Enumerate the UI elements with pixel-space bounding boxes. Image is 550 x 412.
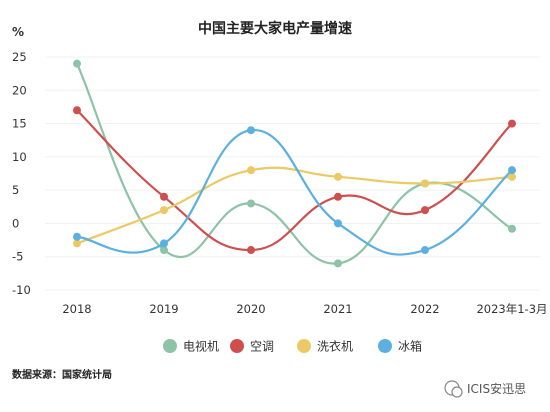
data-point-电视机: [334, 259, 342, 268]
data-point-冰箱: [334, 219, 342, 228]
y-axis-unit: %: [12, 25, 24, 39]
data-point-冰箱: [73, 232, 81, 241]
data-point-电视机: [160, 246, 168, 255]
gridlines: [45, 56, 540, 291]
legend-item-洗衣机[interactable]: 洗衣机: [297, 339, 353, 354]
legend-item-电视机[interactable]: 电视机: [163, 339, 219, 354]
data-point-空调: [508, 119, 516, 128]
y-tick-label: 10: [12, 150, 27, 164]
y-tick-label: -5: [12, 250, 23, 264]
x-axis-ticks: 2018 2019 2020 2021 2022 2023年1-3月: [62, 302, 547, 316]
data-point-洗衣机: [160, 206, 168, 215]
x-tick-label: 2020: [236, 302, 265, 316]
x-tick-label: 2019: [149, 302, 178, 316]
legend-label: 冰箱: [398, 339, 422, 354]
legend-label: 电视机: [183, 339, 219, 354]
x-tick-label: 2023年1-3月: [476, 302, 547, 316]
data-point-冰箱: [508, 166, 516, 175]
x-tick-label: 2018: [62, 302, 91, 316]
y-tick-label: 0: [12, 216, 19, 230]
data-point-空调: [247, 246, 255, 255]
legend-item-冰箱[interactable]: 冰箱: [378, 339, 422, 354]
data-point-洗衣机: [421, 179, 429, 188]
legend-label: 洗衣机: [317, 339, 353, 354]
legend-swatch: [230, 339, 244, 353]
legend-swatch: [297, 339, 311, 353]
data-point-洗衣机: [334, 172, 342, 181]
y-tick-label: 15: [12, 117, 27, 131]
data-point-洗衣机: [508, 172, 516, 181]
data-point-洗衣机: [73, 239, 81, 248]
legend-label: 空调: [250, 340, 274, 354]
data-point-洗衣机: [247, 166, 255, 175]
data-point-空调: [73, 106, 81, 115]
series-line-空调: [76, 109, 513, 252]
x-tick-label: 2022: [410, 302, 439, 316]
data-point-空调: [334, 192, 342, 201]
legend-swatch: [163, 339, 177, 353]
data-point-电视机: [247, 199, 255, 208]
wechat-icon: [444, 380, 463, 398]
y-tick-label: 20: [12, 83, 27, 97]
data-point-空调: [160, 192, 168, 201]
legend-item-空调[interactable]: 空调: [230, 339, 274, 354]
legend-swatch: [378, 339, 392, 353]
series: [73, 59, 516, 268]
data-point-电视机: [508, 224, 516, 233]
data-point-冰箱: [247, 126, 255, 135]
legend: 电视机 空调 洗衣机 冰箱: [163, 339, 422, 354]
data-source-note: 数据来源：国家统计局: [12, 368, 112, 381]
data-point-空调: [421, 206, 429, 215]
y-tick-label: -10: [12, 283, 31, 297]
brand-watermark: ICIS安迅思: [444, 380, 526, 398]
chart-title: 中国主要大家电产量增速: [198, 20, 352, 37]
series-line-洗衣机: [76, 166, 513, 245]
data-point-冰箱: [421, 246, 429, 255]
data-point-冰箱: [160, 239, 168, 248]
x-tick-label: 2021: [323, 302, 352, 316]
data-point-电视机: [73, 59, 81, 68]
y-tick-label: 25: [12, 50, 27, 64]
y-tick-label: 5: [12, 183, 19, 197]
y-axis-ticks: 25 20 15 10 5 0 -5 -10: [12, 50, 31, 297]
brand-name: ICIS安迅思: [467, 381, 526, 396]
